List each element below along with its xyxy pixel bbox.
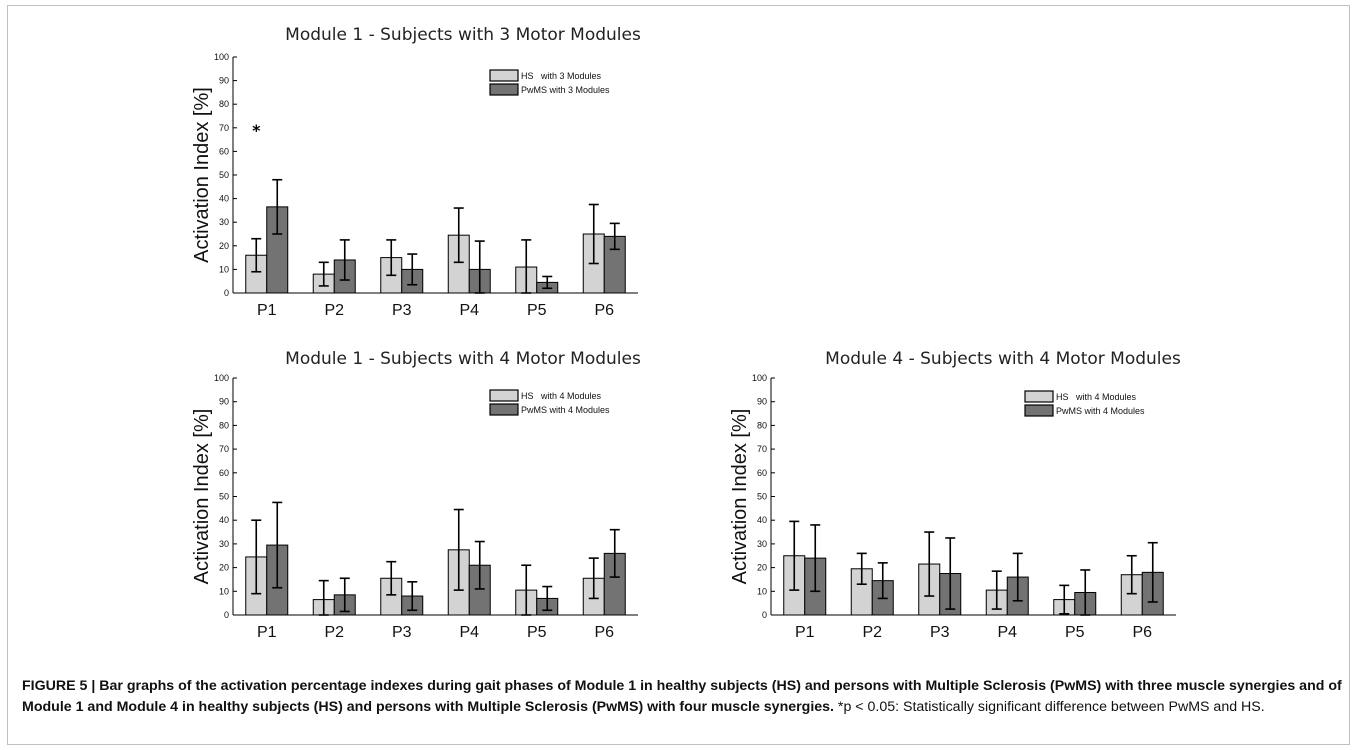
y-tick-label: 30 — [757, 539, 767, 549]
y-tick-label: 90 — [757, 397, 767, 407]
chart-title: Module 1 - Subjects with 4 Motor Modules — [285, 349, 641, 369]
figure-frame: Module 1 - Subjects with 3 Motor Modules… — [7, 5, 1350, 745]
y-tick-label: 10 — [219, 264, 229, 274]
legend-swatch-hs — [489, 69, 519, 82]
y-tick-label: 40 — [219, 515, 229, 525]
y-tick-label: 40 — [757, 515, 767, 525]
y-tick-label: 0 — [762, 610, 767, 620]
x-tick-label: P1 — [257, 302, 277, 319]
y-tick-label: 20 — [219, 241, 229, 251]
legend-label-pwms: PwMS with 4 Modules — [1056, 406, 1145, 416]
y-tick-label: 50 — [757, 492, 767, 502]
caption-rest: *p < 0.05: Statistically significant dif… — [833, 699, 1265, 715]
y-tick-label: 60 — [219, 146, 229, 156]
y-tick-label: 80 — [757, 420, 767, 430]
x-tick-label: P3 — [392, 302, 412, 319]
chart-module1-3-modules: Module 1 - Subjects with 3 Motor Modules… — [191, 25, 641, 319]
y-tick-label: 100 — [214, 52, 229, 62]
x-tick-label: P5 — [1065, 624, 1085, 641]
y-tick-label: 0 — [224, 288, 229, 298]
y-tick-label: 70 — [219, 444, 229, 454]
significance-marker: * — [252, 121, 261, 140]
y-tick-label: 70 — [219, 123, 229, 133]
y-tick-label: 10 — [219, 586, 229, 596]
legend-label-hs: HS with 3 Modules — [521, 71, 602, 81]
y-axis-label: Activation Index [%] — [191, 87, 213, 263]
y-tick-label: 100 — [214, 373, 229, 383]
x-tick-label: P4 — [459, 624, 479, 641]
y-tick-label: 50 — [219, 170, 229, 180]
x-tick-label: P6 — [594, 624, 614, 641]
y-tick-label: 20 — [219, 563, 229, 573]
legend-swatch-hs — [1024, 390, 1054, 403]
x-tick-label: P6 — [594, 302, 614, 319]
legend-label-hs: HS with 4 Modules — [1056, 392, 1137, 402]
x-tick-label: P3 — [930, 624, 950, 641]
y-tick-label: 60 — [757, 468, 767, 478]
y-tick-label: 70 — [757, 444, 767, 454]
y-tick-label: 30 — [219, 217, 229, 227]
y-tick-label: 80 — [219, 420, 229, 430]
x-tick-label: P2 — [324, 302, 344, 319]
figure-caption: FIGURE 5 | Bar graphs of the activation … — [22, 676, 1342, 718]
chart-module1-4-modules: Module 1 - Subjects with 4 Motor Modules… — [191, 349, 641, 641]
legend-swatch-pwms — [489, 403, 519, 416]
y-axis-label: Activation Index [%] — [729, 409, 751, 585]
x-tick-label: P6 — [1132, 624, 1152, 641]
y-tick-label: 30 — [219, 539, 229, 549]
legend-swatch-pwms — [1024, 404, 1054, 417]
y-tick-label: 50 — [219, 492, 229, 502]
y-axis-label: Activation Index [%] — [191, 409, 213, 585]
legend-label-hs: HS with 4 Modules — [521, 391, 602, 401]
caption-bold: FIGURE 5 | Bar graphs of the activation … — [22, 678, 1342, 715]
y-tick-label: 20 — [757, 563, 767, 573]
legend-swatch-pwms — [489, 83, 519, 96]
chart-module4-4-modules: Module 4 - Subjects with 4 Motor Modules… — [729, 349, 1181, 641]
legend-label-pwms: PwMS with 3 Modules — [521, 85, 610, 95]
legend-swatch-hs — [489, 389, 519, 402]
chart-title: Module 4 - Subjects with 4 Motor Modules — [825, 349, 1181, 369]
x-tick-label: P4 — [997, 624, 1017, 641]
y-tick-label: 10 — [757, 586, 767, 596]
y-tick-label: 90 — [219, 397, 229, 407]
y-tick-label: 40 — [219, 194, 229, 204]
x-tick-label: P5 — [527, 302, 547, 319]
y-tick-label: 60 — [219, 468, 229, 478]
x-tick-label: P1 — [795, 624, 815, 641]
chart-title: Module 1 - Subjects with 3 Motor Modules — [285, 25, 641, 45]
x-tick-label: P4 — [459, 302, 479, 319]
x-tick-label: P2 — [862, 624, 882, 641]
y-tick-label: 100 — [752, 373, 767, 383]
y-tick-label: 80 — [219, 99, 229, 109]
x-tick-label: P5 — [527, 624, 547, 641]
legend-label-pwms: PwMS with 4 Modules — [521, 405, 610, 415]
x-tick-label: P2 — [324, 624, 344, 641]
x-tick-label: P1 — [257, 624, 277, 641]
y-tick-label: 90 — [219, 76, 229, 86]
x-tick-label: P3 — [392, 624, 412, 641]
y-tick-label: 0 — [224, 610, 229, 620]
